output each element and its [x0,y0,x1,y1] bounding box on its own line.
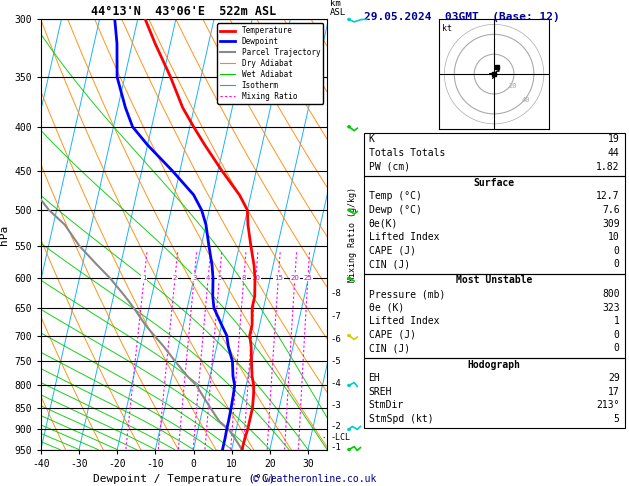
Text: 17: 17 [608,387,620,397]
Text: 29.05.2024  03GMT  (Base: 12): 29.05.2024 03GMT (Base: 12) [364,12,559,22]
Text: 1: 1 [614,316,620,326]
Text: Most Unstable: Most Unstable [456,276,532,285]
Text: 309: 309 [602,219,620,228]
Text: Mixing Ratio (g/kg): Mixing Ratio (g/kg) [348,187,357,282]
Text: -6: -6 [330,335,341,344]
Text: 1: 1 [142,275,147,281]
Text: kt: kt [442,24,452,34]
Text: 323: 323 [602,303,620,312]
Text: Temp (°C): Temp (°C) [369,191,421,201]
Text: 5: 5 [614,414,620,424]
Text: 20: 20 [508,83,516,89]
Text: -LCL: -LCL [330,433,350,442]
Text: EH: EH [369,373,381,383]
Text: Hodograph: Hodograph [467,360,521,369]
Text: 10: 10 [608,232,620,242]
Text: 800: 800 [602,289,620,299]
Text: Totals Totals: Totals Totals [369,148,445,158]
Text: 0: 0 [614,344,620,353]
Text: km
ASL: km ASL [330,0,347,17]
Text: CAPE (J): CAPE (J) [369,330,416,340]
Text: 25: 25 [304,275,313,281]
Text: -1: -1 [330,443,341,452]
Text: -2: -2 [330,422,341,431]
Text: 40: 40 [522,97,530,103]
Text: Dewp (°C): Dewp (°C) [369,205,421,215]
Text: Lifted Index: Lifted Index [369,316,439,326]
Text: K: K [369,135,374,144]
Text: CIN (J): CIN (J) [369,344,409,353]
Text: θe (K): θe (K) [369,303,404,312]
Text: 8: 8 [242,275,246,281]
Text: 44: 44 [608,148,620,158]
Text: StmDir: StmDir [369,400,404,410]
Legend: Temperature, Dewpoint, Parcel Trajectory, Dry Adiabat, Wet Adiabat, Isotherm, Mi: Temperature, Dewpoint, Parcel Trajectory… [217,23,323,104]
Text: © weatheronline.co.uk: © weatheronline.co.uk [253,473,376,484]
Text: 0: 0 [614,330,620,340]
Text: 2: 2 [173,275,177,281]
Text: 19: 19 [608,135,620,144]
Text: 3: 3 [192,275,196,281]
Text: -8: -8 [330,289,341,298]
Text: 5: 5 [217,275,221,281]
Text: 29: 29 [608,373,620,383]
Text: 1.82: 1.82 [596,162,620,172]
Text: CIN (J): CIN (J) [369,260,409,269]
Text: Lifted Index: Lifted Index [369,232,439,242]
Text: PW (cm): PW (cm) [369,162,409,172]
Text: θe(K): θe(K) [369,219,398,228]
Text: StmSpd (kt): StmSpd (kt) [369,414,433,424]
Text: 7.6: 7.6 [602,205,620,215]
Text: 213°: 213° [596,400,620,410]
Y-axis label: hPa: hPa [0,225,9,244]
Text: -5: -5 [330,357,341,366]
Text: 0: 0 [614,246,620,256]
Text: Pressure (mb): Pressure (mb) [369,289,445,299]
Text: -7: -7 [330,312,341,321]
Text: 12.7: 12.7 [596,191,620,201]
Text: 20: 20 [291,275,299,281]
Text: CAPE (J): CAPE (J) [369,246,416,256]
Text: Surface: Surface [474,178,515,188]
Text: 0: 0 [614,260,620,269]
Text: -3: -3 [330,401,341,410]
Text: -4: -4 [330,379,341,388]
Title: 44°13'N  43°06'E  522m ASL: 44°13'N 43°06'E 522m ASL [91,5,277,18]
X-axis label: Dewpoint / Temperature (°C): Dewpoint / Temperature (°C) [93,474,275,484]
Text: 4: 4 [206,275,211,281]
Text: 10: 10 [252,275,260,281]
Text: SREH: SREH [369,387,392,397]
Text: 15: 15 [274,275,283,281]
